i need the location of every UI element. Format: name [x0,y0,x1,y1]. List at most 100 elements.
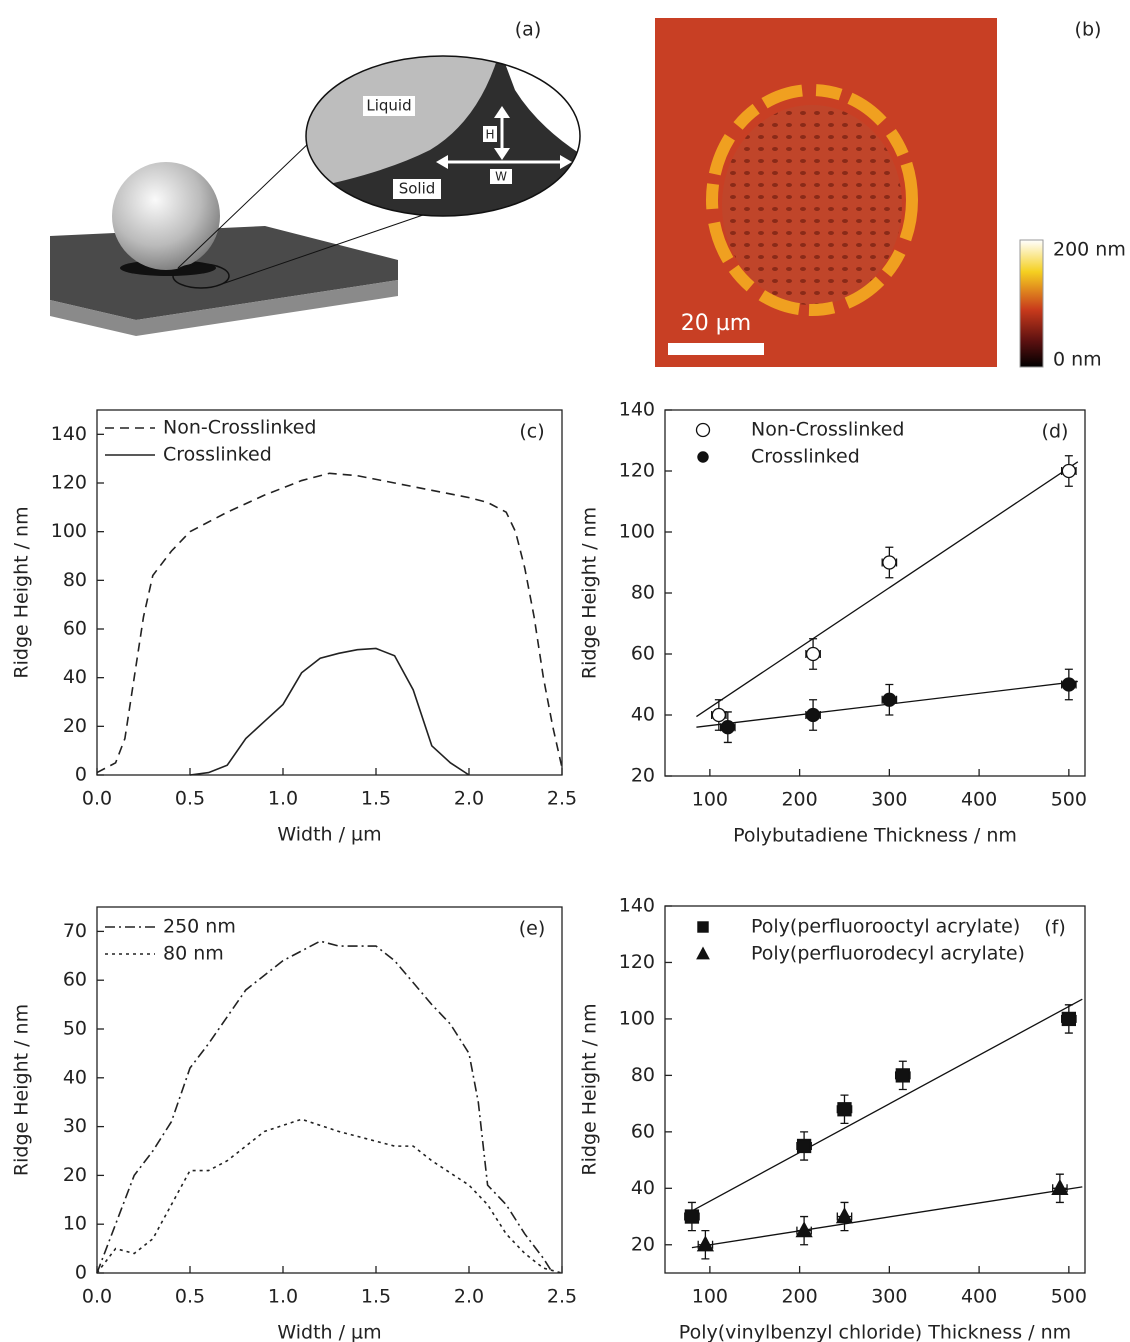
marker [720,720,735,735]
x-tick-label: 1.5 [361,1286,391,1308]
x-axis-title: Width / µm [277,824,381,846]
y-tick-label: 0 [75,764,87,786]
y-tick-label: 60 [631,1120,655,1142]
y-tick-label: 10 [63,1213,87,1235]
x-tick-label: 0.5 [175,788,205,810]
x-tick-label: 1.5 [361,788,391,810]
legend-label: Poly(perfluorodecyl acrylate) [751,943,1025,965]
y-tick-label: 0 [75,1262,87,1284]
y-tick-label: 20 [63,715,87,737]
marker [1061,677,1076,692]
fit-line [691,1186,1083,1249]
y-tick-label: 100 [619,521,655,543]
y-tick-label: 60 [63,969,87,991]
marker [805,707,821,723]
x-tick-label: 300 [871,1286,907,1308]
x-axis-title: Polybutadiene Thickness / nm [733,825,1017,847]
solid-label: Solid [399,180,436,198]
w-label: W [495,170,507,184]
liquid-label: Liquid [366,97,411,115]
y-tick-label: 40 [631,704,655,726]
x-tick-label: 1.0 [268,1286,298,1308]
substrate-side [50,280,398,336]
series-line [96,1118,563,1274]
x-tick-label: 1.0 [268,788,298,810]
label-box [393,179,441,199]
arrowhead [494,148,510,160]
panel-label: (f) [1044,917,1066,939]
arrowhead [436,155,448,169]
legend-label: Non-Crosslinked [751,419,905,441]
x-tick-label: 400 [961,789,997,811]
legend-label: Poly(perfluorooctyl acrylate) [751,916,1020,938]
y-tick-label: 70 [63,920,87,942]
marker [684,1209,700,1224]
marker [1061,463,1076,479]
y-tick-label: 40 [63,1066,87,1088]
y-tick-label: 40 [631,1177,655,1199]
fit-line [691,998,1083,1212]
marker [882,555,897,570]
y-tick-label: 120 [619,951,655,973]
panel-label: (d) [1042,421,1069,443]
marker [696,1235,714,1252]
colorbar-min: 0 nm [1053,349,1102,371]
marker [805,646,821,662]
plot-frame [96,409,563,776]
label-box [483,126,497,142]
series-line [189,647,470,776]
panel-label: (a) [515,19,541,41]
colorbar-max: 200 nm [1053,239,1126,261]
legend-marker [697,921,709,933]
label-box [490,169,512,184]
marker [1061,1011,1076,1027]
plot-frame [96,906,563,1274]
panel-label: (e) [519,918,546,940]
x-tick-label: 400 [961,1286,997,1308]
marker [837,1102,852,1117]
y-tick-label: 40 [63,666,87,688]
y-tick-label: 80 [63,569,87,591]
x-tick-label: 100 [692,1286,728,1308]
fit-line [696,461,1079,718]
legend-label: Crosslinked [163,444,272,466]
y-tick-label: 120 [51,472,87,494]
y-tick-label: 100 [51,520,87,542]
x-tick-label: 2.0 [454,1286,484,1308]
legend-marker [697,451,709,463]
y-tick-label: 140 [51,423,87,445]
afm-interior [722,105,902,305]
y-tick-label: 20 [631,1233,655,1255]
y-axis-title: Ridge Height / nm [11,1004,33,1176]
marker [796,1138,812,1154]
x-tick-label: 0.0 [82,1286,112,1308]
series-line [96,472,563,774]
x-tick-label: 2.5 [547,1286,577,1308]
legend-marker [695,422,711,438]
y-tick-label: 80 [631,1064,655,1086]
y-tick-label: 30 [63,1115,87,1137]
h-label: H [485,128,494,142]
x-tick-label: 500 [1051,1286,1087,1308]
x-axis-title: Poly(vinylbenzyl chloride) Thickness / n… [679,1322,1071,1342]
colorbar [1019,239,1044,368]
marker [1051,1178,1069,1195]
scale-bar [668,343,764,355]
diagram: Liquid Solid H W (a) [50,19,581,336]
y-tick-label: 140 [619,895,655,917]
legend-label: 250 nm [163,916,236,938]
y-tick-label: 120 [619,460,655,482]
x-tick-label: 200 [781,1286,817,1308]
legend-label: Crosslinked [751,446,860,468]
y-axis-title: Ridge Height / nm [11,506,33,678]
y-tick-label: 80 [631,582,655,604]
legend-marker [696,946,710,960]
y-tick-label: 140 [619,399,655,421]
zoom-circle [172,263,230,289]
zoom-ellipse [305,55,581,217]
marker [711,707,726,723]
panel-label: (b) [1075,19,1102,41]
x-axis-title: Width / µm [277,1322,381,1342]
x-tick-label: 300 [871,789,907,811]
